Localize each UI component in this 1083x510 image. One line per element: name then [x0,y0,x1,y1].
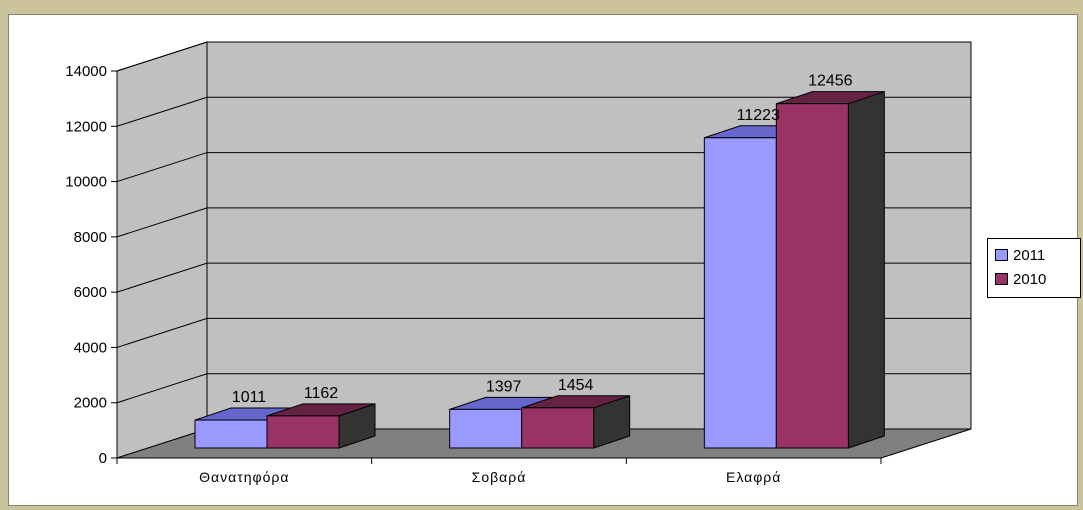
ytick-label-14000: 14000 [65,63,107,80]
category-label-1: Σοβαρά [472,469,527,485]
side-wall [116,41,208,459]
gridline-14000 [116,41,971,72]
bar-2010-0 [266,415,340,449]
bar-chart-3d: 0 2000 4000 6000 8000 10000 12000 14000 Θανατηφό… [65,41,972,485]
bar-side-2010-2 [847,90,885,449]
legend-label-2010: 2010 [1013,270,1047,288]
legend-swatch-2011 [995,249,1008,261]
gridline-12000 [116,96,971,127]
bar-2011-0 [194,419,268,449]
legend-swatch-2010 [995,273,1008,285]
data-label-2011-1: 1397 [486,378,522,395]
ytick-label-6000: 6000 [74,284,107,301]
data-label-2010-2: 12456 [808,73,853,90]
category-label-0: Θανατηφόρα [199,469,289,485]
ytick-label-8000: 8000 [74,229,107,246]
bar-2011-2 [703,137,777,449]
bar-2010-1 [521,407,595,449]
data-label-2010-1: 1454 [558,377,594,394]
legend-item-2011: 2011 [995,243,1080,267]
ytick-label-4000: 4000 [74,339,107,356]
data-label-2011-0: 1011 [232,389,267,406]
legend-label-2011: 2011 [1013,246,1046,264]
category-label-2: Ελαφρά [726,469,781,485]
legend: 2011 2010 [987,238,1081,298]
ytick-label-0: 0 [99,450,107,467]
bar-2011-1 [449,408,523,449]
ytick-label-12000: 12000 [65,118,107,135]
chart-frame: 0 2000 4000 6000 8000 10000 12000 14000 Θανατηφό… [8,14,1081,506]
data-label-2011-2: 11223 [737,107,780,124]
bar-2010-2 [775,103,849,449]
ytick-label-10000: 10000 [65,174,107,191]
data-label-2010-0: 1162 [304,385,339,402]
ytick-label-2000: 2000 [74,395,107,412]
legend-item-2010: 2010 [995,267,1080,291]
